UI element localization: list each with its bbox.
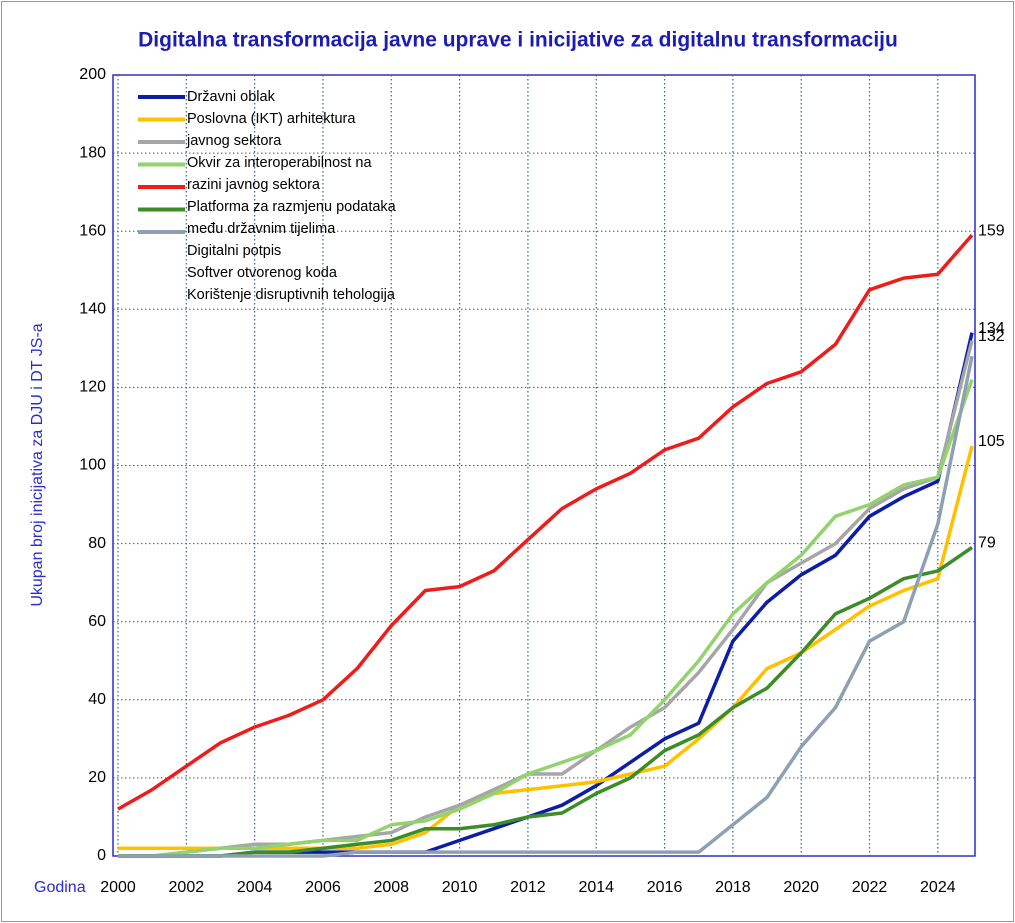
line-series [118,340,974,858]
end-label: 134 [978,320,1005,337]
x-tick-label: 2022 [852,879,888,896]
y-tick-label: 20 [88,769,106,786]
y-tick-label: 40 [88,691,106,708]
x-tick-label: 2016 [647,879,683,896]
y-tick-label: 200 [79,66,106,83]
y-tick-label: 180 [79,144,106,161]
legend-label: Softver otvorenog koda [187,265,337,281]
x-tick-label: 2006 [305,879,341,896]
y-tick-label: 60 [88,613,106,630]
x-tick-label: 2020 [783,879,819,896]
x-axis-label: Godina [34,879,86,896]
x-tick-label: 2012 [510,879,546,896]
x-tick-label: 2014 [578,879,614,896]
x-tick-label: 2008 [373,879,409,896]
end-label: 79 [978,535,996,552]
line-series [118,379,974,858]
legend: Državni oblak Poslovna (IKT) arhitektura … [187,86,397,306]
x-tick-label: 2010 [442,879,478,896]
x-tick-label: 2000 [100,879,136,896]
legend-label: Okvir za interoperabilnost na razini jav… [187,155,372,193]
legend-label: Platforma za razmjenu podataka među drža… [187,199,396,237]
line-series [118,445,974,850]
end-label: 159 [978,222,1005,239]
legend-label: Digitalni potpis [187,243,282,259]
line-series [118,355,974,858]
y-axis-label: Ukupan broj inicijativa za DJU i DT JS-a [29,323,46,606]
legend-label: Poslovna (IKT) arhitektura javnog sektor… [187,111,356,149]
x-tick-label: 2024 [920,879,956,896]
y-tick-label: 0 [97,847,106,864]
end-label: 105 [978,433,1005,450]
y-tick-label: 80 [88,535,106,552]
chart-title: Digitalna transformacija javne uprave i … [138,29,898,52]
y-tick-label: 120 [79,379,106,396]
legend-label: Korištenje disruptivnih tehologija [187,287,395,303]
y-tick-label: 160 [79,222,106,239]
legend-label: Državni oblak [187,89,275,105]
x-tick-label: 2018 [715,879,751,896]
line-series [118,546,973,858]
x-tick-label: 2004 [237,879,273,896]
end-label: 132 [978,328,1005,345]
y-tick-label: 140 [79,301,106,318]
line-series [117,233,974,811]
x-tick-label: 2002 [169,879,205,896]
y-tick-label: 100 [79,457,106,474]
